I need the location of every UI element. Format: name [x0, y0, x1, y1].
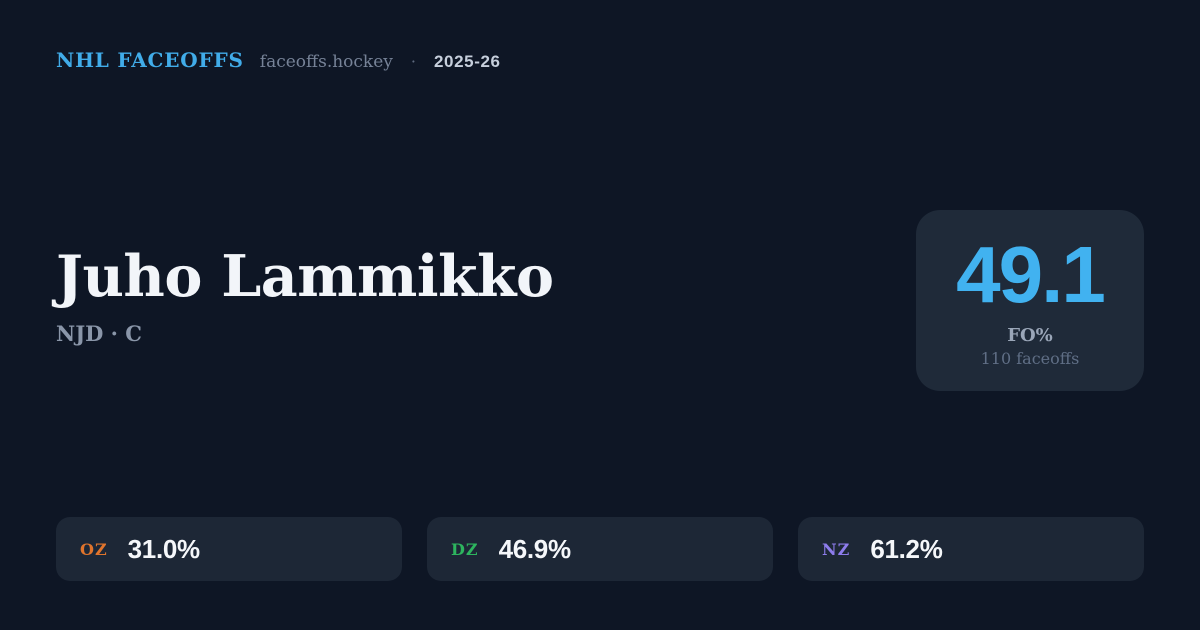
faceoff-summary-card: 49.1 FO% 110 faceoffs: [916, 210, 1144, 391]
dot-separator: ·: [410, 52, 416, 71]
faceoff-percentage-value: 49.1: [956, 230, 1106, 319]
zone-label-dz: DZ: [451, 539, 479, 559]
zone-card-offensive: OZ 31.0%: [56, 517, 402, 581]
zone-value-oz: 31.0%: [127, 533, 201, 564]
season-label: 2025-26: [434, 52, 501, 71]
zone-card-defensive: DZ 46.9%: [427, 517, 773, 581]
zone-value-nz: 61.2%: [870, 533, 943, 564]
site-domain: faceoffs.hockey: [259, 52, 393, 72]
brand-title: NHL FACEOFFS: [56, 48, 244, 72]
faceoff-percentage-label: FO%: [1007, 325, 1053, 346]
header: NHL FACEOFFS faceoffs.hockey · 2025-26: [56, 48, 501, 72]
zone-label-oz: OZ: [80, 539, 108, 559]
faceoff-count: 110 faceoffs: [980, 349, 1080, 368]
zone-stats-row: OZ 31.0% DZ 46.9% NZ 61.2%: [56, 517, 1144, 581]
player-block: Juho Lammikko NJD · C: [56, 248, 554, 346]
zone-label-nz: NZ: [822, 539, 851, 559]
player-name: Juho Lammikko: [56, 243, 554, 310]
player-team-position: NJD · C: [56, 321, 142, 346]
zone-value-dz: 46.9%: [498, 533, 572, 564]
zone-card-neutral: NZ 61.2%: [798, 517, 1144, 581]
